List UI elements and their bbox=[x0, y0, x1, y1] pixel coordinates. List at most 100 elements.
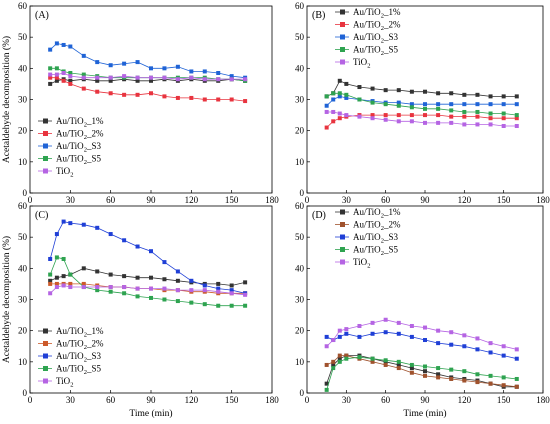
y-tick-label: 60 bbox=[18, 201, 28, 211]
data-point bbox=[108, 63, 113, 68]
data-point bbox=[202, 77, 207, 82]
data-point bbox=[216, 97, 221, 102]
data-point bbox=[337, 328, 342, 333]
data-point bbox=[68, 221, 73, 226]
data-point bbox=[95, 225, 100, 230]
data-point bbox=[396, 362, 401, 367]
data-point bbox=[324, 109, 329, 114]
data-point bbox=[370, 113, 375, 118]
data-point bbox=[108, 78, 113, 83]
data-point bbox=[409, 323, 414, 328]
data-point bbox=[81, 222, 86, 227]
data-point bbox=[229, 303, 234, 308]
y-tick-label: 40 bbox=[18, 263, 28, 273]
legend-label: Au/TiO2_S3 bbox=[56, 351, 101, 364]
legend-swatch-marker bbox=[340, 234, 345, 240]
data-point bbox=[462, 92, 467, 97]
data-point bbox=[409, 366, 414, 371]
series-line bbox=[326, 355, 517, 388]
series-line bbox=[326, 355, 517, 388]
data-point bbox=[475, 372, 480, 377]
data-point bbox=[383, 102, 388, 107]
data-point bbox=[337, 111, 342, 116]
data-point bbox=[324, 381, 329, 386]
data-point bbox=[81, 75, 86, 80]
x-tick-label: 120 bbox=[185, 195, 199, 205]
legend-swatch-marker bbox=[340, 247, 345, 252]
data-point bbox=[162, 94, 167, 99]
data-point bbox=[189, 75, 194, 80]
data-point bbox=[383, 317, 388, 322]
data-point bbox=[175, 288, 180, 293]
data-point bbox=[488, 94, 493, 99]
data-point bbox=[202, 288, 207, 293]
series-S5-3 bbox=[324, 91, 519, 118]
data-point bbox=[48, 281, 53, 286]
data-point bbox=[229, 97, 234, 102]
series-S3-2 bbox=[324, 330, 519, 361]
data-point bbox=[501, 353, 506, 358]
legend-swatch-marker bbox=[340, 259, 345, 265]
series-line bbox=[326, 80, 517, 97]
legend-swatch-marker bbox=[340, 47, 345, 52]
series-2-1 bbox=[48, 75, 248, 104]
data-point bbox=[436, 366, 441, 371]
data-point bbox=[48, 75, 53, 80]
data-point bbox=[396, 100, 401, 105]
data-point bbox=[436, 372, 441, 377]
data-point bbox=[475, 102, 480, 107]
data-point bbox=[95, 78, 100, 83]
data-point bbox=[324, 125, 329, 130]
data-point bbox=[122, 238, 127, 243]
data-point bbox=[149, 91, 153, 96]
data-point bbox=[462, 122, 467, 127]
data-point bbox=[216, 289, 221, 294]
series-line bbox=[326, 114, 517, 128]
data-point bbox=[48, 47, 53, 52]
data-point bbox=[501, 102, 506, 107]
legend-label: Au/TiO2_S5 bbox=[56, 154, 101, 167]
data-point bbox=[370, 359, 375, 364]
data-point bbox=[449, 102, 454, 107]
x-tick-label: 30 bbox=[66, 195, 76, 205]
data-point bbox=[514, 116, 519, 121]
data-point bbox=[108, 272, 113, 277]
y-tick-label: 10 bbox=[295, 157, 305, 167]
x-tick-label: 150 bbox=[225, 195, 239, 205]
data-point bbox=[449, 91, 454, 96]
data-point bbox=[475, 336, 480, 341]
data-point bbox=[95, 269, 100, 274]
data-point bbox=[436, 102, 441, 107]
data-point bbox=[462, 333, 467, 338]
data-point bbox=[396, 331, 401, 336]
data-point bbox=[514, 376, 519, 381]
data-point bbox=[324, 103, 329, 108]
data-point bbox=[95, 288, 100, 293]
y-tick-label: 30 bbox=[18, 295, 28, 305]
data-point bbox=[449, 108, 454, 113]
data-point bbox=[396, 103, 401, 108]
data-point bbox=[229, 283, 234, 288]
legend-swatch-marker bbox=[43, 143, 48, 149]
data-point bbox=[216, 77, 221, 82]
y-tick-label: 60 bbox=[18, 1, 28, 11]
legend-swatch-marker bbox=[340, 59, 345, 65]
data-point bbox=[488, 102, 493, 107]
data-point bbox=[175, 95, 180, 100]
data-point bbox=[449, 330, 454, 335]
data-point bbox=[383, 88, 388, 93]
data-point bbox=[501, 344, 506, 349]
legend-label: Au/TiO2_2% bbox=[56, 339, 104, 352]
series--4 bbox=[324, 109, 519, 128]
data-point bbox=[68, 44, 73, 49]
legend-swatch-marker bbox=[43, 378, 48, 384]
legend-swatch-marker bbox=[340, 34, 345, 40]
legend-swatch-marker bbox=[43, 156, 48, 161]
data-point bbox=[162, 286, 167, 291]
y-tick-label: 50 bbox=[295, 32, 305, 42]
data-point bbox=[68, 71, 73, 76]
panel-label: (D) bbox=[312, 210, 326, 221]
data-point bbox=[243, 280, 248, 285]
data-point bbox=[383, 330, 388, 335]
